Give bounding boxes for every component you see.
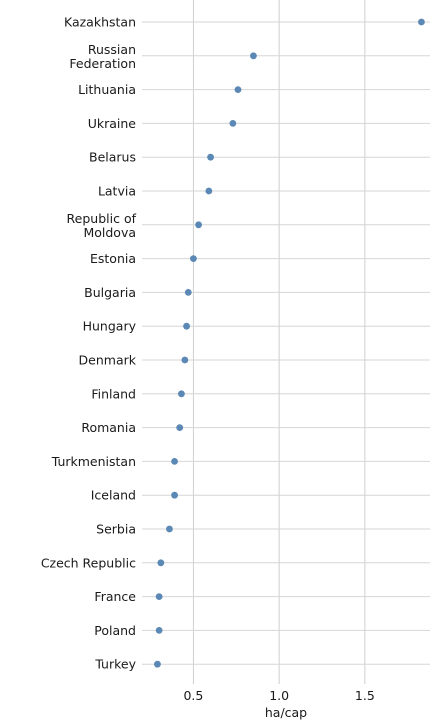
x-tick-label: 1.5 — [355, 688, 375, 703]
category-label: Lithuania — [78, 82, 136, 97]
category-label: Belarus — [89, 150, 136, 165]
data-point — [205, 187, 213, 195]
category-label: Iceland — [91, 488, 136, 503]
data-point — [176, 424, 184, 431]
data-point — [207, 153, 214, 161]
category-label: Finland — [91, 386, 136, 401]
data-point — [183, 322, 190, 330]
category-label: Hungary — [83, 319, 137, 334]
category-labels: Kazakhstan Russian Federation Lithuania Ukra… — [41, 15, 137, 672]
category-label: Serbia — [96, 522, 136, 537]
data-point — [184, 289, 192, 296]
category-label: Latvia — [98, 184, 136, 199]
category-label: Turkmenistan — [51, 454, 136, 469]
category-label: Ukraine — [88, 116, 137, 131]
category-label: Czech Republic — [41, 555, 136, 570]
category-label: Romania — [81, 420, 136, 435]
grid-lines — [142, 0, 430, 684]
data-point — [234, 86, 242, 93]
data-point — [157, 559, 165, 567]
data-point — [229, 120, 237, 127]
category-label: France — [94, 589, 136, 604]
category-label: Russian Federation — [69, 42, 136, 71]
category-label: Turkey — [94, 657, 136, 672]
data-point — [154, 660, 161, 668]
data-point — [155, 627, 163, 634]
data-point — [166, 525, 173, 533]
data-point — [178, 390, 185, 398]
x-axis-title: ha/cap — [265, 705, 307, 720]
category-label: Republic of Moldova — [67, 211, 137, 240]
data-point — [250, 52, 257, 60]
data-point — [155, 593, 163, 600]
data-point — [171, 491, 178, 499]
category-label: Poland — [94, 623, 136, 638]
data-point — [181, 356, 189, 364]
x-tick-label: 1.0 — [269, 688, 289, 703]
data-point — [190, 255, 197, 262]
data-points — [154, 18, 425, 668]
category-label: Kazakhstan — [64, 15, 136, 30]
data-point — [418, 18, 425, 26]
category-label: Bulgaria — [84, 285, 136, 300]
x-axis-tick-labels: 0.5 1.0 1.5 — [183, 688, 374, 703]
category-label: Denmark — [79, 353, 137, 368]
data-point — [195, 221, 202, 229]
category-label: Estonia — [90, 251, 136, 266]
x-tick-label: 0.5 — [183, 688, 203, 703]
data-point — [171, 458, 178, 465]
